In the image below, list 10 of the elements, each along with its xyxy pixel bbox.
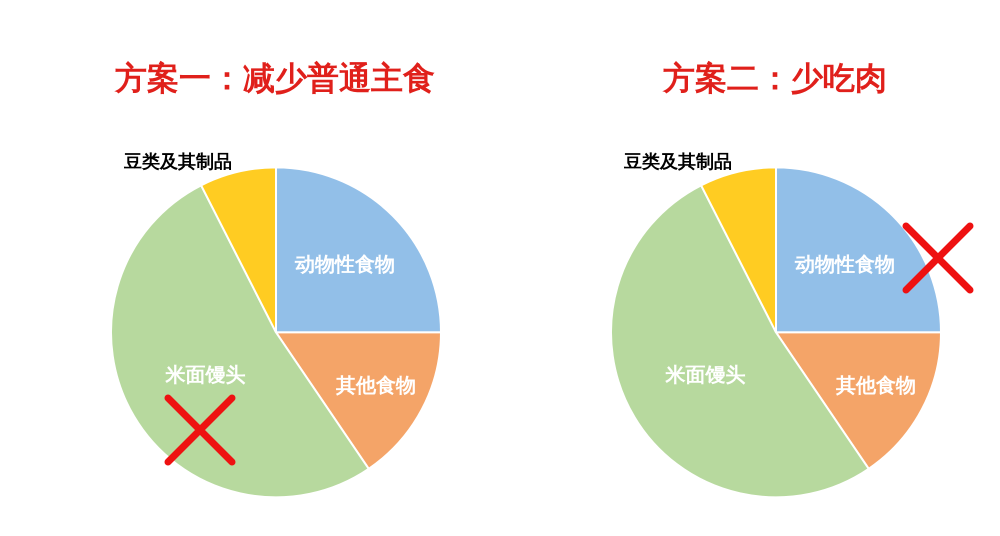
slice-label: 米面馒头 bbox=[164, 362, 246, 386]
chart-title: 方案一：减少普通主食 bbox=[114, 58, 435, 97]
slice-label: 动物性食物 bbox=[294, 252, 395, 276]
chart-title: 方案二：少吃肉 bbox=[662, 58, 887, 97]
slice-label: 动物性食物 bbox=[794, 252, 895, 276]
slice-label: 其他食物 bbox=[834, 372, 916, 397]
slice-label: 其他食物 bbox=[334, 372, 416, 397]
slice-label: 豆类及其制品 bbox=[623, 151, 732, 172]
slice-label: 米面馒头 bbox=[664, 362, 746, 386]
slice-label: 豆类及其制品 bbox=[123, 151, 232, 172]
